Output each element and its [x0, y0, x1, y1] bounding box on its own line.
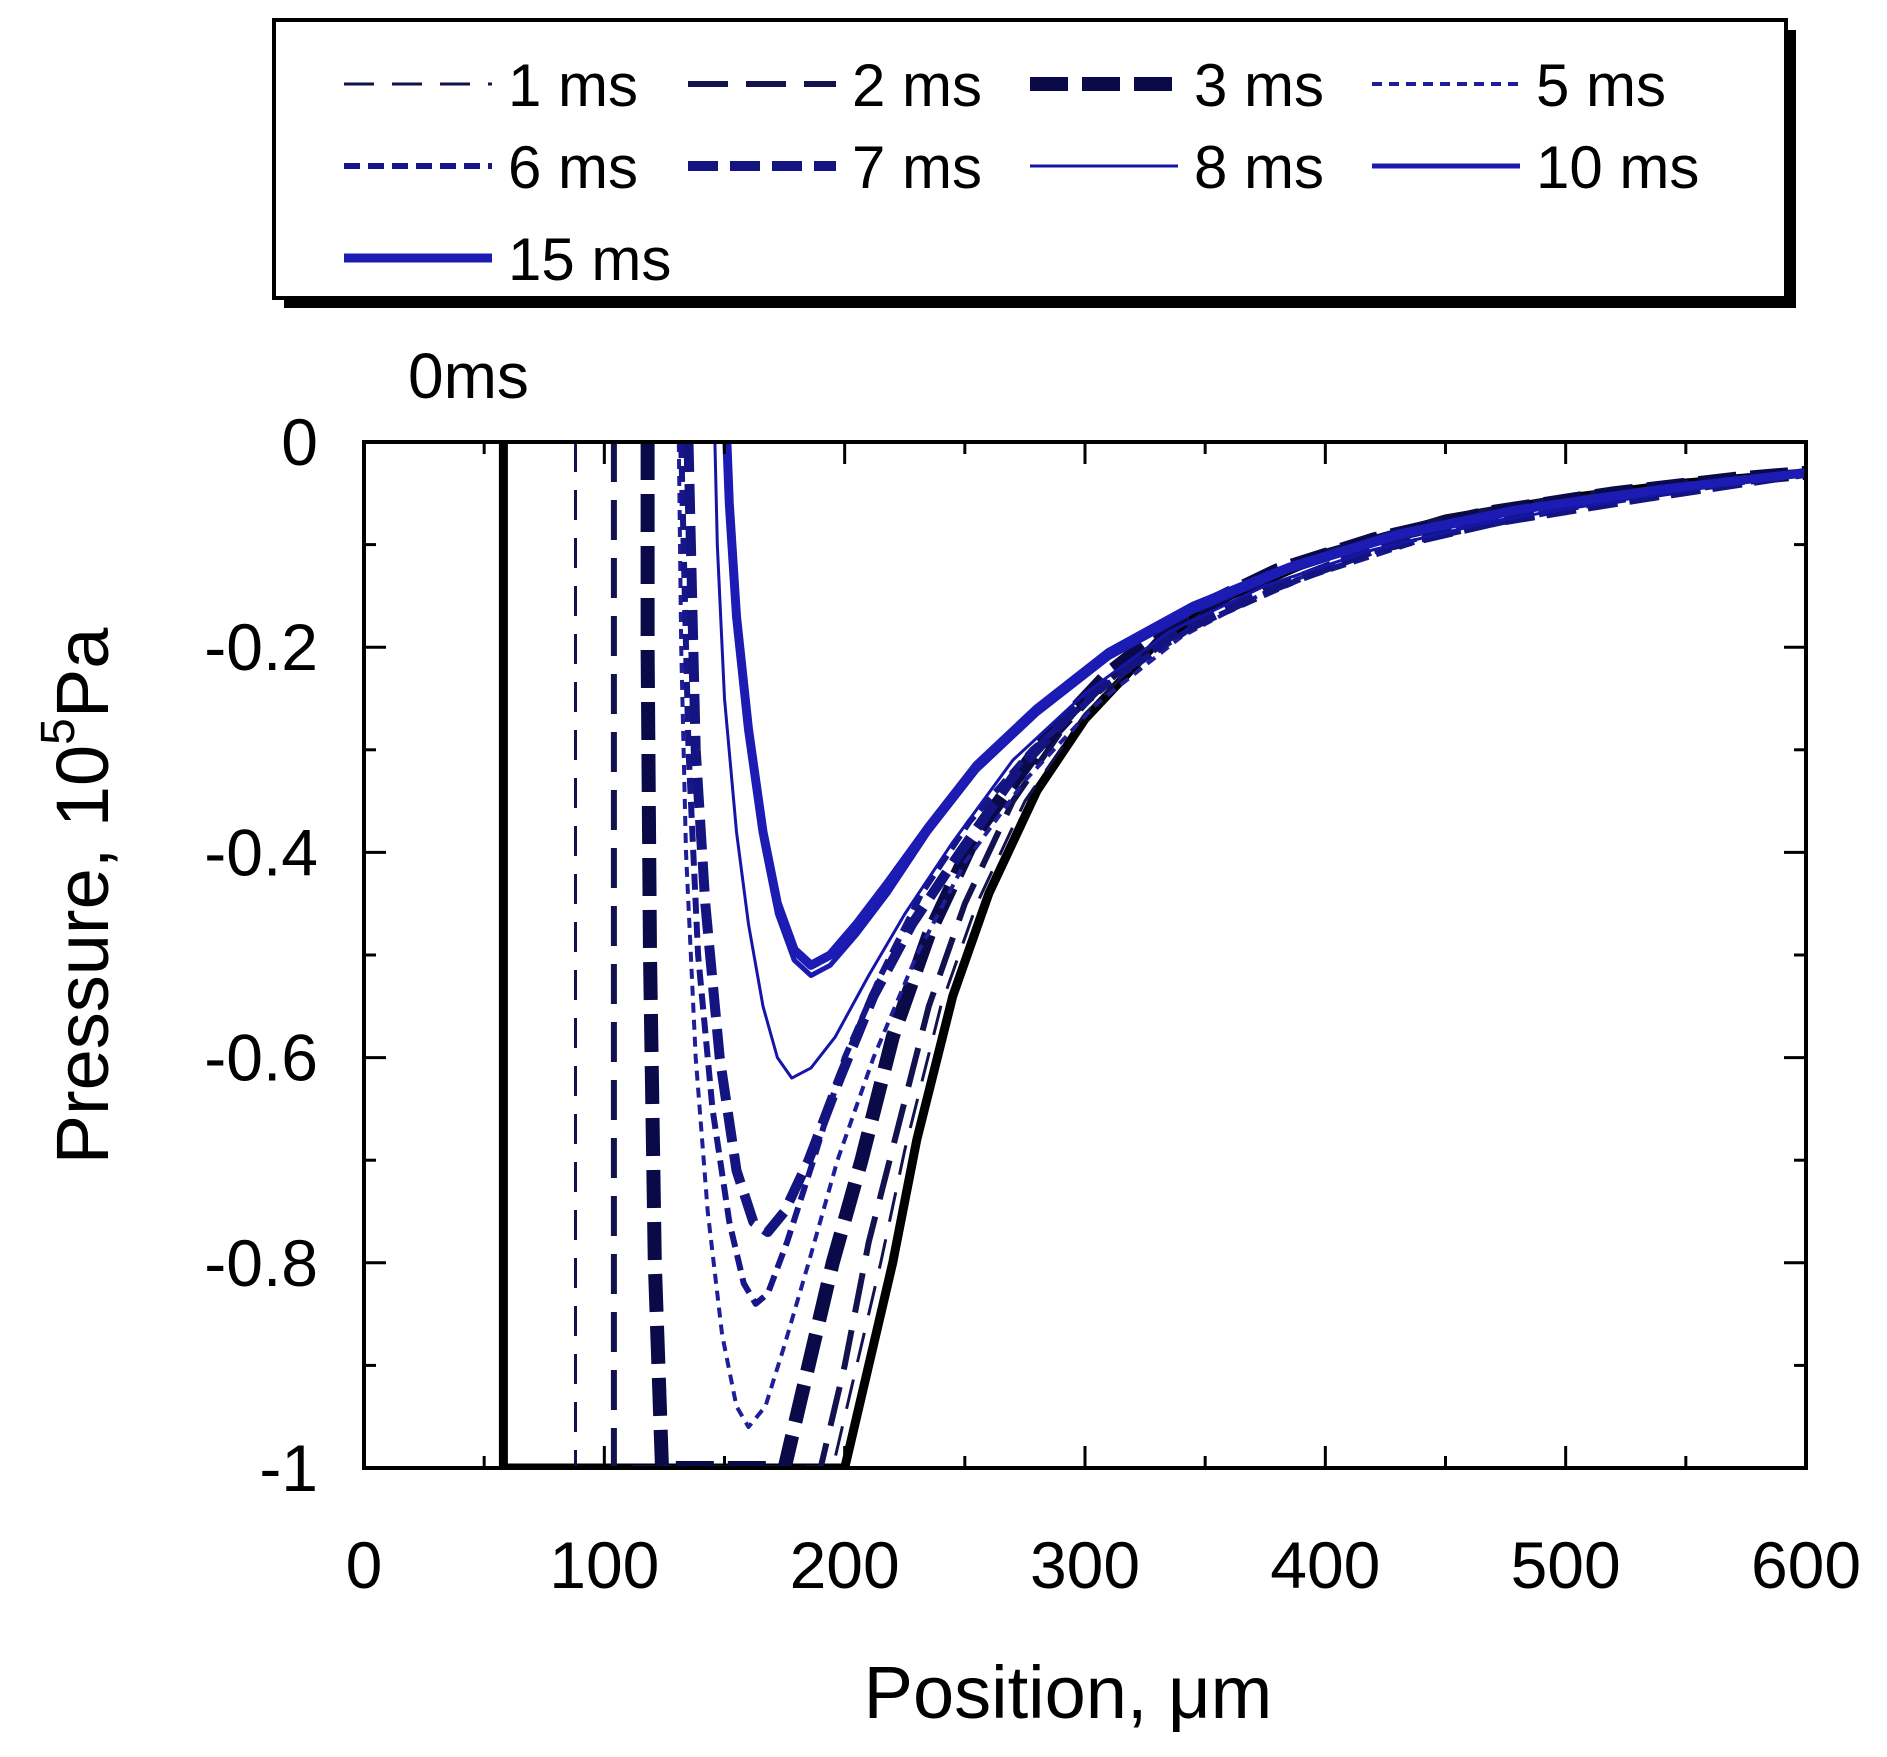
x-tick-label: 300 — [1030, 1528, 1140, 1602]
legend-box — [272, 18, 1788, 300]
plot-area: 0 100 200 300 400 500 600 0 -0.2 -0.4 -0.6 -0.8 -1 — [204, 405, 1861, 1602]
y-tick-label: -0.6 — [204, 1021, 318, 1095]
legend-label-3-ms: 3 ms — [1194, 52, 1324, 119]
y-axis-label: Pressure, 105Pa — [32, 627, 124, 1165]
legend-label-8-ms: 8 ms — [1194, 134, 1324, 201]
x-tick-label: 600 — [1751, 1528, 1861, 1602]
legend: 1 ms 2 ms 3 ms 5 ms 6 ms 7 ms 8 ms 10 ms 15 ms — [272, 18, 1796, 308]
series-line-7-ms — [683, 441, 1807, 1237]
legend-label-7-ms: 7 ms — [852, 134, 982, 201]
annotation-0ms: 0ms — [408, 340, 529, 412]
x-tick-label: 0 — [346, 1528, 383, 1602]
series-line-15-ms — [722, 441, 1807, 970]
y-tick-label: -0.4 — [204, 815, 318, 889]
series-line-8-ms — [713, 441, 1807, 1080]
y-tick-label: -0.8 — [204, 1226, 318, 1300]
y-tick-label: -0.2 — [204, 610, 318, 684]
x-tick-label: 500 — [1511, 1528, 1621, 1602]
y-tick-label: -1 — [259, 1431, 318, 1505]
y-axis-label-superscript: 5 — [32, 718, 85, 745]
series-line-10-ms — [724, 441, 1807, 978]
legend-label-10-ms: 10 ms — [1536, 134, 1699, 201]
y-axis-label-unit: Pa — [41, 627, 124, 718]
series-line-2-ms — [610, 442, 1807, 1470]
legend-label-6-ms: 6 ms — [508, 134, 638, 201]
plot-frame — [362, 440, 1808, 1470]
x-axis-label: Position, μm — [864, 1651, 1273, 1734]
legend-label-15-ms: 15 ms — [508, 226, 671, 293]
series-line-1-ms — [574, 442, 1807, 1470]
legend-label-5-ms: 5 ms — [1536, 52, 1666, 119]
y-tick-label: 0 — [281, 405, 318, 479]
x-tick-label: 400 — [1270, 1528, 1380, 1602]
legend-label-1-ms: 1 ms — [508, 52, 638, 119]
x-tick-label: 100 — [549, 1528, 659, 1602]
y-axis-label-base: Pressure, 10 — [41, 745, 124, 1165]
x-tick-label: 200 — [790, 1528, 900, 1602]
series-line-6-ms — [678, 441, 1807, 1307]
legend-label-2-ms: 2 ms — [852, 52, 982, 119]
